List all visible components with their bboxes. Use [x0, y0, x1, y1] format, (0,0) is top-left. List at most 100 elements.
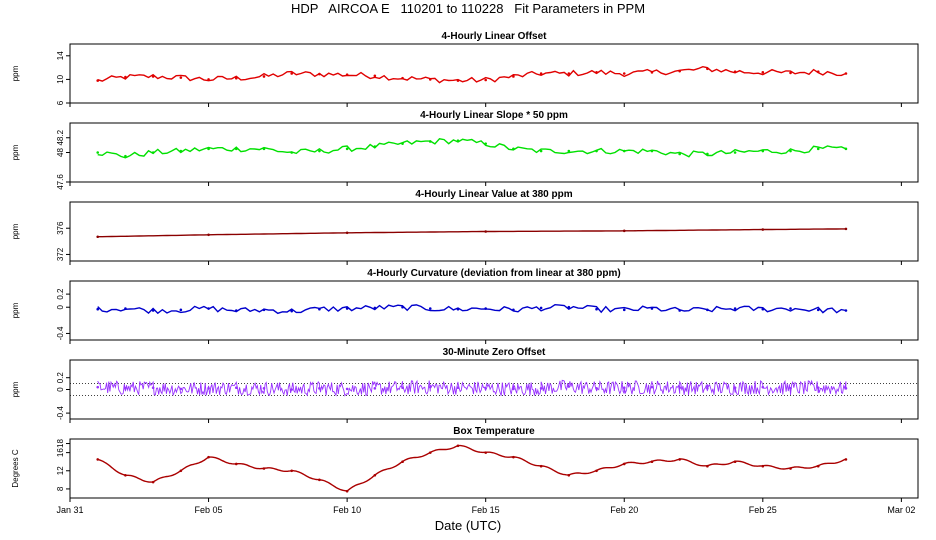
data-point: [816, 308, 820, 312]
data-point: [539, 306, 543, 310]
data-point: [622, 149, 626, 153]
data-point: [650, 307, 654, 310]
data-point: [844, 387, 848, 390]
data-point: [512, 387, 515, 391]
data-point: [650, 71, 654, 74]
panel-title: 4-Hourly Linear Value at 380 ppm: [415, 189, 572, 200]
y-axis-label: ppm: [11, 144, 20, 160]
x-tick-label: Feb 25: [749, 505, 777, 515]
data-point: [456, 386, 460, 390]
y-axis-label: ppm: [11, 302, 20, 318]
data-point: [179, 149, 183, 153]
data-point: [401, 142, 404, 145]
data-point: [345, 73, 349, 76]
data-point: [179, 387, 183, 391]
x-tick-label: Feb 05: [195, 505, 223, 515]
data-point: [373, 474, 377, 477]
data-point: [290, 72, 293, 75]
panel-frame: [69, 280, 919, 341]
data-point: [789, 307, 792, 310]
data-point: [622, 462, 626, 466]
data-point: [262, 387, 266, 390]
data-point: [761, 307, 765, 311]
data-point: [539, 387, 543, 390]
data-point: [789, 71, 792, 75]
x-tick-label: Feb 15: [472, 505, 500, 515]
data-point: [318, 307, 321, 311]
data-point: [678, 458, 681, 461]
data-point: [428, 140, 432, 143]
data-point: [207, 147, 210, 151]
data-point: [678, 309, 681, 312]
y-tick-label: 6: [56, 100, 65, 105]
y-tick-label: 16: [56, 448, 65, 457]
panel-frame: [69, 43, 919, 104]
data-point: [373, 306, 377, 310]
panel-3: 4-Hourly Linear Value at 380 ppm 372 376 pp…: [11, 189, 919, 265]
data-point: [373, 387, 377, 390]
data-point: [650, 460, 654, 463]
data-point: [96, 385, 100, 389]
data-point: [401, 460, 404, 463]
data-point: [234, 76, 238, 80]
data-point: [595, 307, 598, 311]
data-point: [318, 149, 321, 153]
data-point: [844, 147, 848, 151]
data-point: [124, 307, 127, 310]
data-point: [484, 78, 487, 82]
data-point: [512, 455, 515, 459]
data-point: [179, 308, 183, 312]
data-point: [816, 386, 820, 390]
data-point: [151, 309, 155, 312]
data-point: [539, 149, 543, 153]
data-point: [622, 308, 626, 312]
data-point: [207, 387, 210, 390]
data-point: [151, 151, 155, 154]
figure-title: HDP AIRCOA E 110201 to 110228 Fit Parame…: [290, 1, 646, 16]
data-point: [262, 308, 266, 312]
data-point: [96, 458, 100, 461]
data-point: [595, 469, 598, 473]
y-tick-label: 12: [56, 466, 65, 475]
data-point: [567, 385, 571, 388]
x-tick-label: Mar 02: [887, 505, 915, 515]
panel-title: 4-Hourly Curvature (deviation from linea…: [367, 268, 620, 279]
data-point: [844, 227, 848, 231]
data-point: [484, 387, 487, 390]
y-axis-label: ppm: [11, 223, 20, 239]
data-point: [290, 151, 293, 154]
data-point: [567, 149, 571, 153]
data-point: [650, 149, 654, 153]
panel-2: 4-Hourly Linear Slope * 50 ppm 47.6 48 48.2…: [11, 110, 919, 190]
data-point: [318, 387, 321, 390]
data-point: [234, 462, 238, 466]
data-point: [290, 309, 293, 313]
data-point: [207, 78, 210, 81]
data-point: [733, 386, 737, 390]
series-line: [97, 444, 847, 492]
data-point: [207, 455, 210, 459]
data-point: [844, 72, 848, 75]
y-axis-label: Degrees C: [11, 449, 20, 487]
series-line: [97, 303, 847, 315]
data-point: [706, 152, 709, 156]
data-point: [622, 386, 626, 390]
data-point: [844, 309, 848, 312]
y-tick-label: 14: [56, 51, 65, 60]
y-tick-label: 0.2: [56, 372, 65, 384]
y-tick-label: 10: [56, 74, 65, 83]
data-point: [789, 467, 792, 470]
data-point: [512, 75, 515, 78]
y-tick-label: 8: [56, 486, 65, 491]
data-point: [96, 307, 100, 311]
y-tick-label: 18: [56, 439, 65, 448]
data-point: [456, 139, 460, 142]
data-point: [262, 467, 266, 470]
data-point: [733, 151, 737, 154]
data-point: [761, 71, 765, 74]
data-point: [318, 72, 321, 76]
data-point: [290, 388, 293, 391]
data-point: [706, 464, 709, 468]
data-point: [484, 142, 487, 145]
